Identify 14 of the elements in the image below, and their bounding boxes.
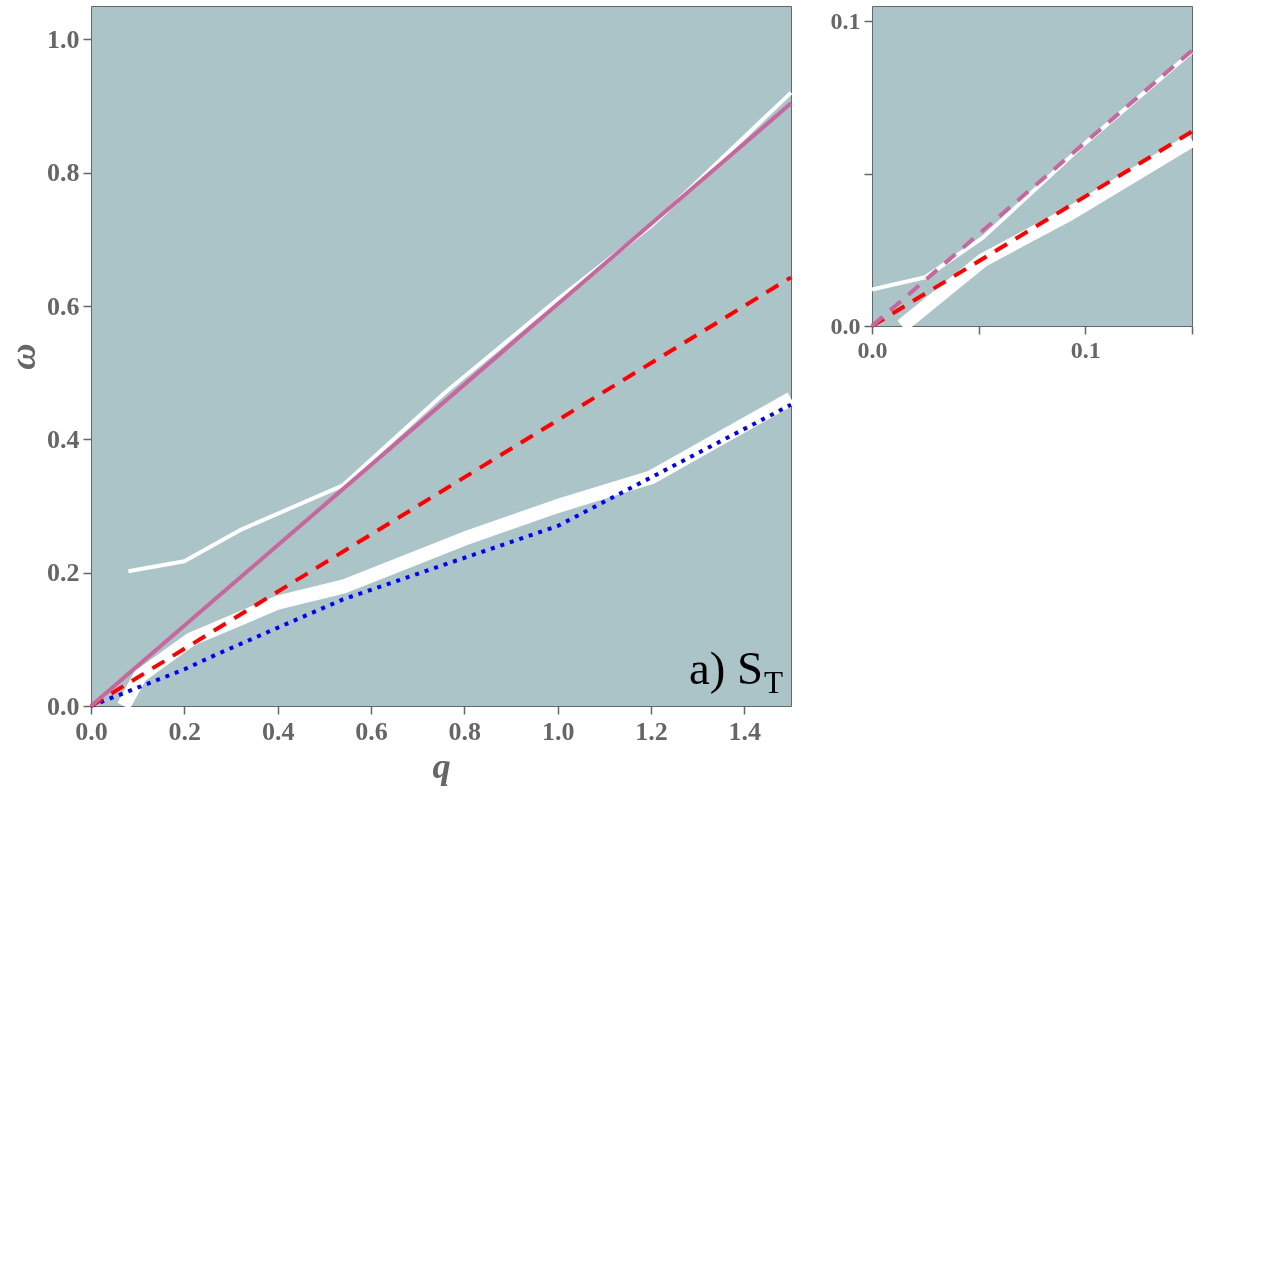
y-tick-label: 1.0 (47, 24, 80, 54)
y-tick-label: 0.6 (47, 291, 80, 321)
x-axis-title: q (432, 745, 451, 786)
y-tick-label: 0.2 (47, 558, 80, 588)
x-tick-label: 0.2 (168, 716, 202, 746)
x-tick-label: 0.6 (355, 716, 388, 746)
x-tick-label: 1.0 (541, 716, 575, 746)
y-tick-label: 0.8 (47, 158, 80, 188)
x-tick-label: 1.2 (635, 716, 668, 746)
x-tick-label: 0.8 (448, 716, 482, 746)
y-axis-title: ω (3, 343, 43, 370)
x-tick-label: 1.4 (728, 716, 762, 746)
x-tick-label: 0.4 (261, 716, 295, 746)
y-tick-label: 0.4 (47, 424, 80, 454)
